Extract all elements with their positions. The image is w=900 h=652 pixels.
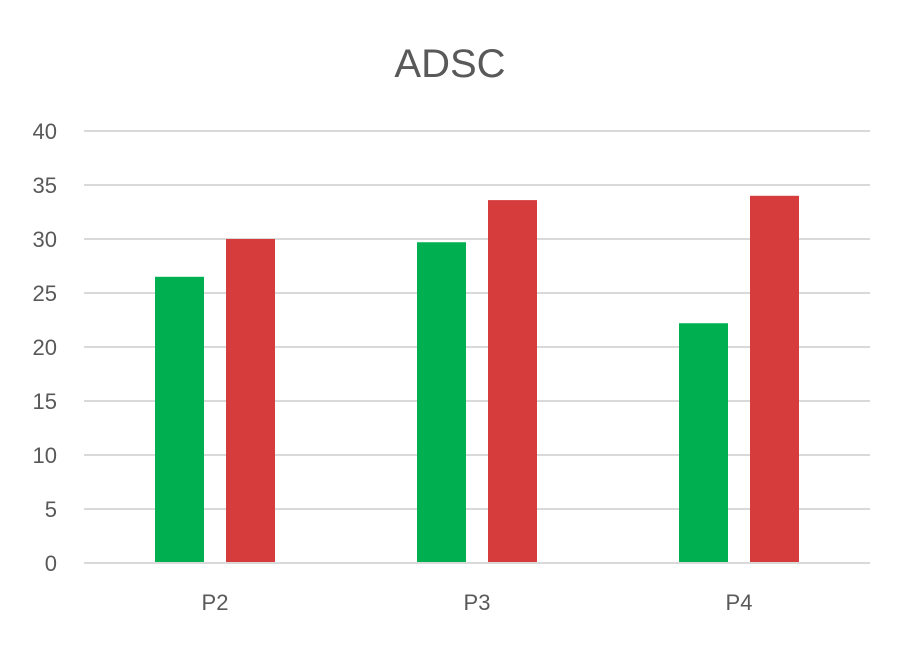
- y-tick-label: 10: [33, 443, 57, 468]
- y-tick-label: 40: [33, 119, 57, 144]
- bar-p4-series-2: [750, 195, 799, 564]
- bar-p2-series-2: [226, 239, 275, 563]
- y-tick-label: 20: [33, 335, 57, 360]
- y-tick-label: 0: [45, 551, 57, 576]
- y-tick-label: 30: [33, 227, 57, 252]
- x-tick-label: P4: [726, 590, 753, 615]
- bar-p3-series-1: [417, 242, 466, 564]
- x-tick-label: P3: [464, 590, 491, 615]
- y-tick-label: 15: [33, 389, 57, 414]
- gridlines: [84, 130, 870, 564]
- y-tick-label: 5: [45, 497, 57, 522]
- bar-p2-series-1: [155, 276, 204, 563]
- bars: [155, 195, 799, 564]
- y-axis-tick-labels: 0 5 10 15 20 25 30 35 40: [33, 119, 57, 576]
- x-tick-label: P2: [202, 590, 229, 615]
- bar-p4-series-1: [679, 323, 728, 563]
- x-axis-tick-labels: P2 P3 P4: [84, 562, 870, 615]
- chart-title: ADSC: [394, 42, 506, 86]
- y-tick-label: 35: [33, 173, 57, 198]
- y-tick-label: 25: [33, 281, 57, 306]
- bar-p3-series-2: [488, 200, 537, 563]
